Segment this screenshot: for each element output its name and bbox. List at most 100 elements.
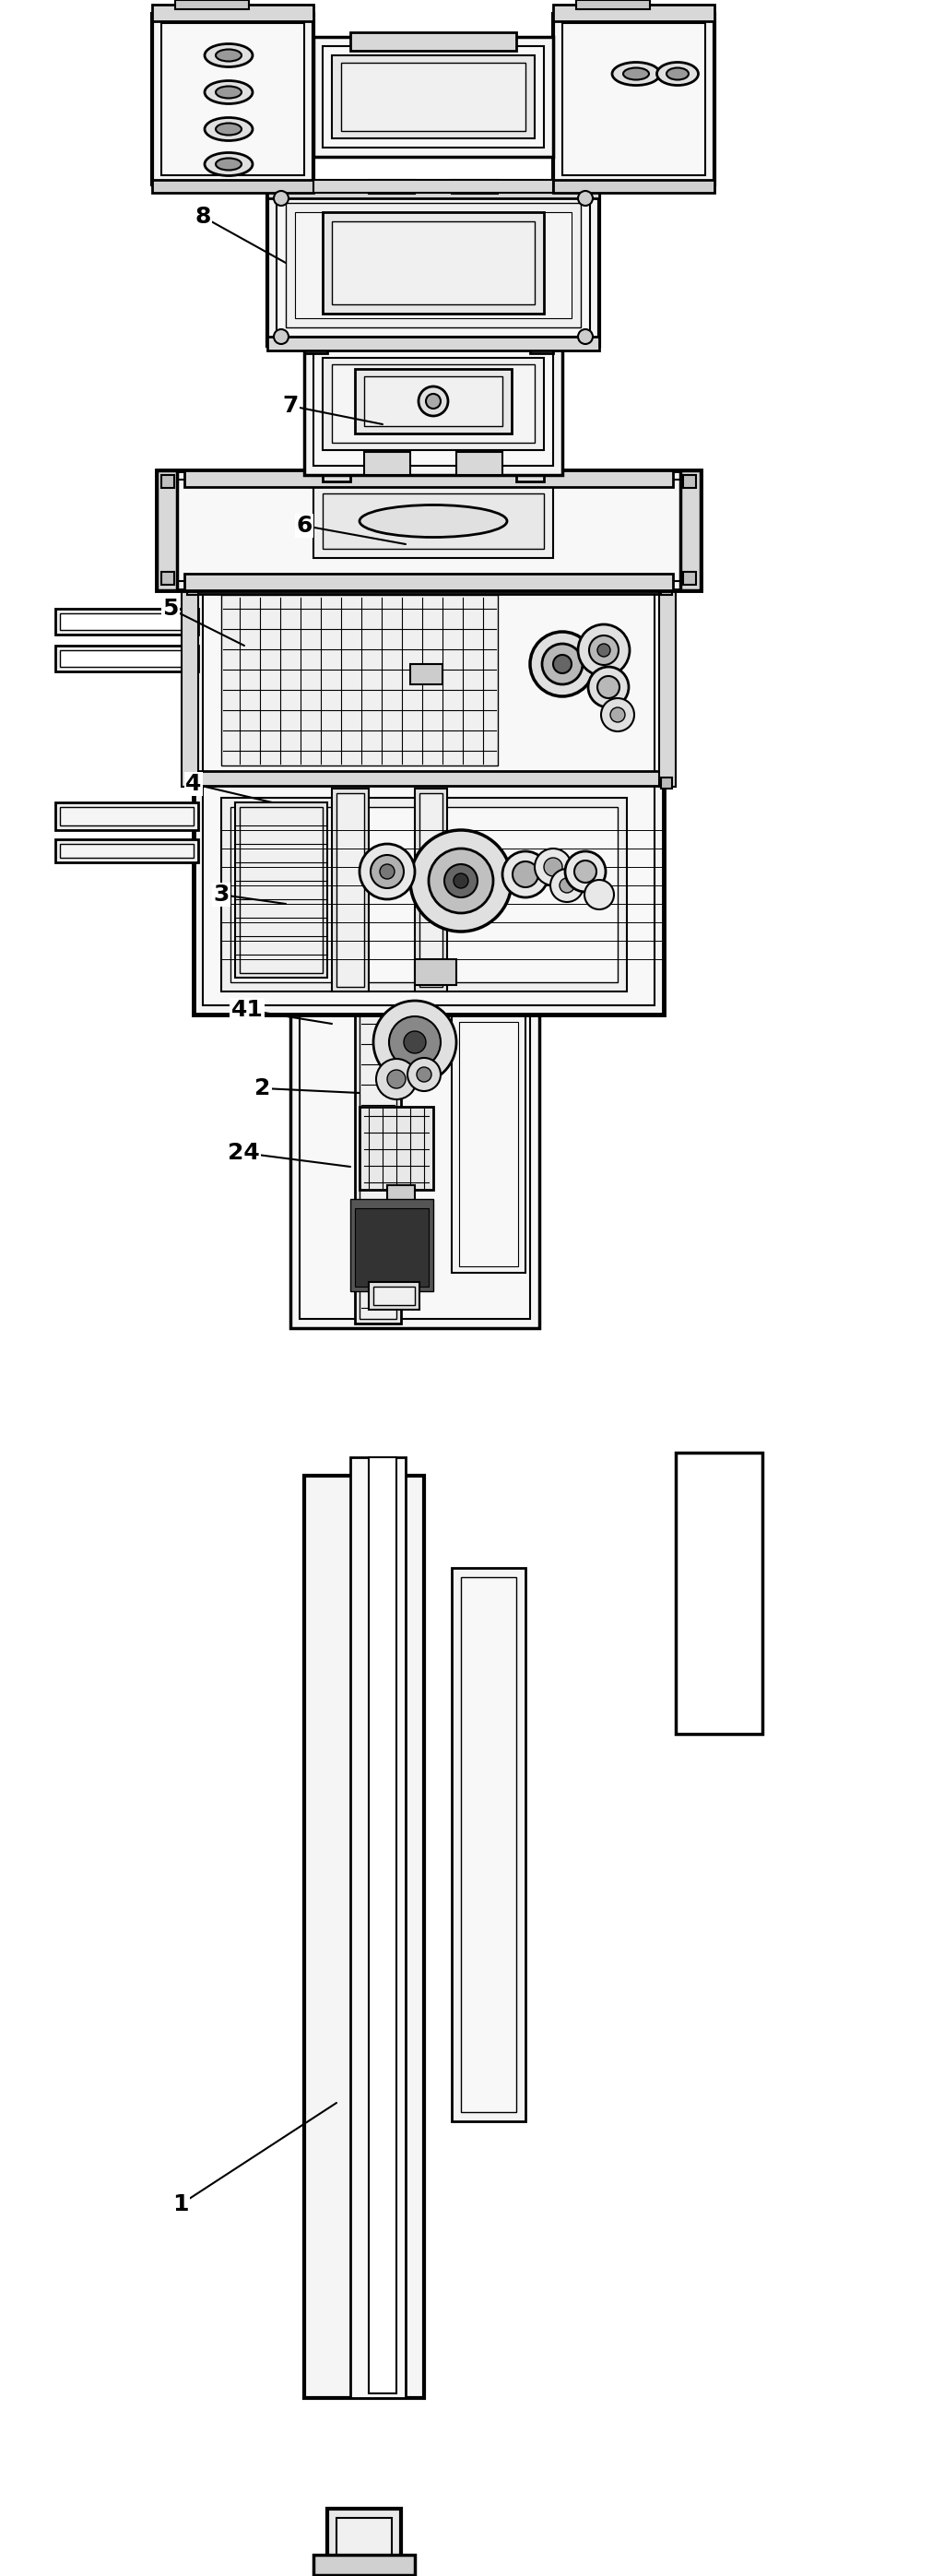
Bar bbox=[194, 582, 664, 783]
Bar bbox=[327, 2509, 401, 2563]
Bar bbox=[55, 608, 199, 634]
Circle shape bbox=[374, 999, 457, 1084]
Text: 3: 3 bbox=[213, 884, 286, 907]
Bar bbox=[661, 585, 672, 595]
Bar bbox=[313, 350, 553, 466]
Bar bbox=[313, 36, 553, 157]
Bar bbox=[360, 1015, 396, 1319]
Bar bbox=[60, 649, 194, 667]
Bar bbox=[161, 23, 304, 175]
Circle shape bbox=[551, 868, 583, 902]
Ellipse shape bbox=[666, 67, 689, 80]
Bar bbox=[461, 1577, 516, 2112]
Circle shape bbox=[578, 623, 630, 675]
Bar bbox=[369, 1283, 419, 1309]
Bar bbox=[350, 1198, 433, 1291]
Bar bbox=[55, 840, 199, 863]
Bar bbox=[661, 778, 672, 788]
Text: 24: 24 bbox=[227, 1141, 350, 1167]
Text: 6: 6 bbox=[296, 515, 405, 544]
Circle shape bbox=[559, 878, 574, 894]
Bar bbox=[299, 1015, 530, 1319]
Bar bbox=[304, 340, 562, 474]
Circle shape bbox=[371, 855, 404, 889]
Bar bbox=[295, 211, 571, 319]
Bar bbox=[187, 585, 199, 595]
Text: 1: 1 bbox=[172, 2102, 336, 2215]
Text: 41: 41 bbox=[231, 999, 332, 1023]
Bar bbox=[152, 180, 313, 193]
Bar bbox=[267, 185, 599, 345]
Bar bbox=[355, 368, 512, 433]
Bar bbox=[157, 471, 701, 590]
Bar bbox=[157, 471, 177, 590]
Bar bbox=[680, 471, 701, 590]
Bar bbox=[332, 788, 369, 992]
Circle shape bbox=[445, 863, 477, 896]
Bar bbox=[230, 806, 618, 981]
Ellipse shape bbox=[205, 152, 253, 175]
Circle shape bbox=[542, 644, 582, 685]
Circle shape bbox=[426, 394, 441, 410]
Bar bbox=[459, 1023, 518, 1267]
Circle shape bbox=[389, 1018, 441, 1069]
Circle shape bbox=[553, 654, 571, 672]
Bar bbox=[166, 479, 692, 582]
Circle shape bbox=[417, 1066, 432, 1082]
Circle shape bbox=[535, 848, 571, 886]
Ellipse shape bbox=[205, 44, 253, 67]
Circle shape bbox=[454, 873, 468, 889]
Ellipse shape bbox=[215, 124, 241, 134]
Bar bbox=[553, 5, 715, 21]
Bar bbox=[419, 793, 443, 987]
Bar bbox=[374, 1285, 415, 1306]
Bar bbox=[355, 1010, 401, 1324]
Bar bbox=[286, 204, 581, 327]
Circle shape bbox=[410, 829, 512, 933]
Text: 8: 8 bbox=[195, 206, 286, 263]
Bar bbox=[355, 1208, 429, 1285]
Circle shape bbox=[429, 848, 493, 912]
Bar bbox=[562, 23, 706, 175]
Bar bbox=[676, 1453, 762, 1734]
Bar bbox=[194, 580, 664, 595]
Bar bbox=[350, 33, 516, 52]
Bar bbox=[576, 0, 650, 10]
Bar bbox=[55, 647, 199, 672]
Bar bbox=[350, 1458, 405, 2398]
Bar bbox=[332, 54, 535, 139]
Bar bbox=[322, 358, 544, 451]
Circle shape bbox=[274, 330, 289, 345]
Bar bbox=[457, 451, 502, 474]
Circle shape bbox=[597, 675, 620, 698]
Circle shape bbox=[377, 1059, 417, 1100]
Circle shape bbox=[418, 386, 448, 415]
Bar bbox=[360, 1108, 433, 1190]
Bar bbox=[322, 461, 350, 482]
Circle shape bbox=[513, 860, 539, 886]
Bar bbox=[221, 799, 627, 992]
Circle shape bbox=[502, 850, 549, 896]
Bar bbox=[452, 1569, 526, 2120]
Circle shape bbox=[565, 850, 606, 891]
Circle shape bbox=[387, 1069, 405, 1087]
Ellipse shape bbox=[624, 67, 649, 80]
Bar bbox=[55, 801, 199, 829]
Ellipse shape bbox=[215, 49, 241, 62]
Bar bbox=[313, 2555, 415, 2576]
Ellipse shape bbox=[205, 80, 253, 103]
Bar bbox=[369, 180, 415, 193]
Bar bbox=[277, 193, 590, 337]
Bar bbox=[553, 13, 715, 185]
Circle shape bbox=[407, 1059, 441, 1092]
Bar bbox=[332, 222, 535, 304]
Bar bbox=[687, 1466, 751, 1726]
Circle shape bbox=[597, 644, 610, 657]
Bar bbox=[304, 335, 327, 353]
Circle shape bbox=[544, 858, 562, 876]
Bar bbox=[187, 778, 199, 788]
Text: 4: 4 bbox=[185, 773, 272, 801]
Bar bbox=[364, 451, 410, 474]
Bar bbox=[369, 1458, 396, 2393]
Bar bbox=[194, 770, 664, 786]
